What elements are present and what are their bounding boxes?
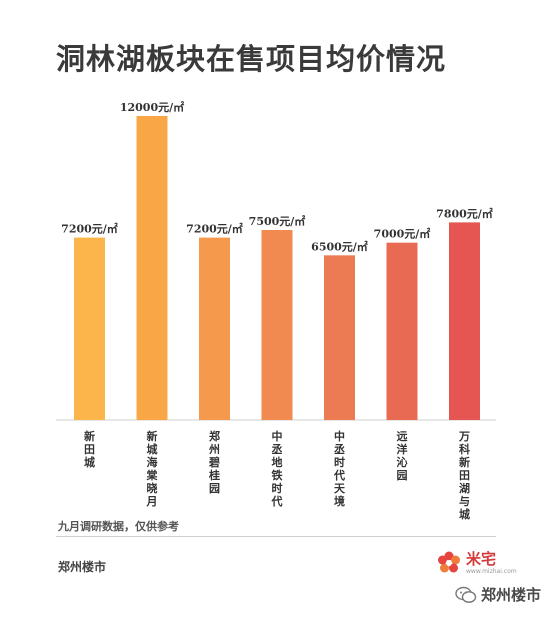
data-note: 九月调研数据，仅供参考 — [58, 520, 179, 533]
category-label: 中丞时代天境 — [333, 429, 346, 508]
watermark-text: 郑州楼市 — [481, 586, 542, 604]
category-label: 万科新田湖与城 — [458, 430, 470, 521]
wechat-icon — [455, 586, 477, 603]
bar — [386, 242, 418, 420]
bar — [449, 222, 480, 420]
bar — [74, 237, 105, 420]
data-label: 7000元/㎡ — [374, 227, 431, 241]
category-label: 中丞地铁时代 — [271, 429, 283, 508]
data-label: 12000元/㎡ — [120, 100, 184, 114]
source-label: 郑州楼市 — [58, 560, 107, 574]
category-label: 郑州碧桂园 — [208, 429, 220, 495]
data-label: 7200元/㎡ — [61, 222, 118, 236]
wechat-watermark: 郑州楼市 — [455, 584, 541, 605]
bar — [261, 230, 293, 420]
category-label: 新城海棠晓月 — [146, 429, 159, 508]
data-label: 6500元/㎡ — [311, 239, 368, 253]
flower-logo-icon — [438, 551, 460, 573]
bar — [324, 255, 355, 420]
bar — [136, 116, 168, 420]
chart-title: 洞林湖板块在售项目均价情况 — [56, 42, 447, 76]
logo-name: 米宅 — [466, 549, 497, 568]
category-label: 新田城 — [84, 429, 95, 469]
footer-divider — [56, 536, 496, 537]
logo-url: www.mizhai.com — [466, 567, 517, 575]
category-label: 远洋沁园 — [397, 430, 408, 482]
brand-logo: 米宅 www.mizhai.com — [436, 550, 517, 576]
bar — [199, 237, 230, 420]
data-label: 7800元/㎡ — [436, 206, 493, 220]
data-label: 7200元/㎡ — [186, 222, 243, 236]
data-label: 7500元/㎡ — [249, 214, 306, 228]
